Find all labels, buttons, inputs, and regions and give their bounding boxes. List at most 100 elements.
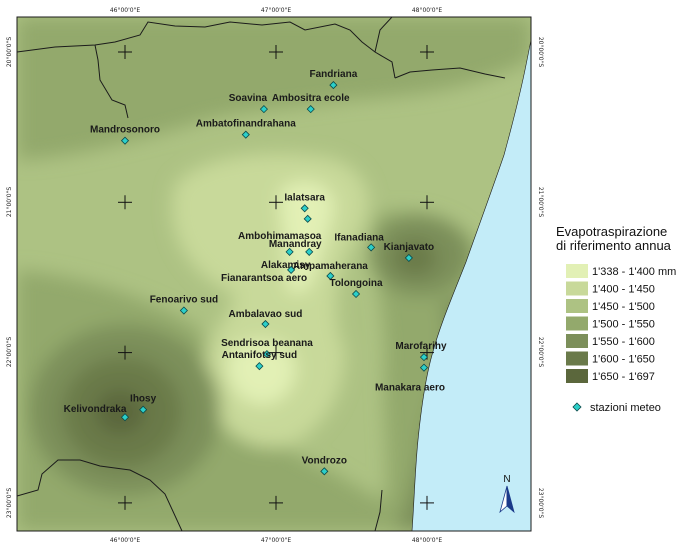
station-label: Vondrozo xyxy=(302,455,347,466)
station-icon xyxy=(285,247,294,256)
left-tick-23: 23°00'0"S xyxy=(6,488,13,518)
station-label: Antanifotsy sud xyxy=(222,350,298,361)
station: Tolongoina xyxy=(329,278,383,299)
station-label: Kelivondraka xyxy=(64,404,127,415)
station-icon xyxy=(241,130,250,139)
border-northwest xyxy=(94,44,129,119)
station-icon xyxy=(367,243,376,252)
station: Ifanadiana xyxy=(334,232,384,252)
station: Ambohimamasoa xyxy=(238,214,322,242)
left-tick-22: 22°00'0"S xyxy=(6,337,13,367)
right-tick-23: 23°00'0"S xyxy=(537,488,544,518)
station-icon xyxy=(120,413,130,422)
station: Fenoarivo sud xyxy=(150,295,218,315)
legend-class-label: 1'400 - 1'450 xyxy=(592,284,655,296)
axis-ticks: 46°00'0"E 47°00'0"E 48°00'0"E 46°00'0"E … xyxy=(6,7,544,544)
legend-items: 1'338 - 1'400 mm 1'400 - 1'450 1'450 - 1'5… xyxy=(566,264,676,383)
station: Antanifotsy sud xyxy=(222,350,298,371)
station-label: Ihosy xyxy=(130,394,157,405)
border-south xyxy=(17,459,183,531)
top-tick-46: 46°00'0"E xyxy=(110,7,140,14)
map-frame xyxy=(17,17,531,531)
legend-title-line2: di riferimento annua xyxy=(556,238,672,253)
station-icon xyxy=(404,253,413,262)
station-icon xyxy=(261,319,270,329)
admin-borders xyxy=(17,17,506,531)
zone-1338-1400-south xyxy=(226,340,296,405)
station: Manakara aero xyxy=(375,363,445,394)
legend-swatch xyxy=(566,316,588,331)
station-label: Alakamisy xyxy=(261,260,311,271)
legend-stations-label: stazioni meteo xyxy=(590,402,661,414)
station-label: Ifanadiana xyxy=(334,232,384,243)
station-label: Manakara aero xyxy=(375,383,445,394)
station: Ambalavao sud xyxy=(228,309,302,329)
border-northeast xyxy=(374,17,506,79)
station: Ihosy xyxy=(130,394,157,414)
right-tick-22: 22°00'0"S xyxy=(537,337,544,367)
station-icon xyxy=(300,204,309,213)
left-tick-21: 21°00'0"S xyxy=(6,187,13,217)
zone-1600-1650-east xyxy=(393,240,437,276)
legend-swatch xyxy=(566,299,588,313)
station: Kianjavato xyxy=(384,242,434,262)
graticule xyxy=(118,45,434,510)
station-label: Ambohimamasoa xyxy=(238,231,322,242)
station: Sendrisoa beanana xyxy=(221,338,313,359)
station-icon xyxy=(259,105,268,114)
station-icon xyxy=(306,105,315,114)
legend-swatch xyxy=(566,351,588,366)
station-icon xyxy=(305,247,314,256)
station: Ampamaherana xyxy=(293,261,368,281)
legend-station-entry: stazioni meteo xyxy=(572,402,661,414)
station-label: Ialatsara xyxy=(284,192,325,203)
station: Alakamisy xyxy=(261,247,311,271)
station-icon xyxy=(329,81,338,90)
bottom-tick-48: 48°00'0"E xyxy=(412,537,442,544)
legend-swatch xyxy=(566,281,588,296)
station-label: Marofarihy xyxy=(395,341,447,352)
top-tick-47: 47°00'0"E xyxy=(261,7,291,14)
station: Soavina xyxy=(229,93,268,114)
north-arrow-icon-half xyxy=(506,485,515,514)
station-icon xyxy=(262,350,272,359)
legend: Evapotraspirazione di riferimento annua … xyxy=(556,224,676,414)
station: Fianarantsoa aero xyxy=(221,265,307,284)
bottom-tick-46: 46°00'0"E xyxy=(110,537,140,544)
legend-class-label: 1'650 - 1'697 xyxy=(592,371,655,383)
top-tick-48: 48°00'0"E xyxy=(412,7,442,14)
station: Mandrosonoro xyxy=(90,125,160,145)
station-label: Sendrisoa beanana xyxy=(221,338,313,349)
station-label: Fandriana xyxy=(309,69,357,80)
station: Marofarihy xyxy=(395,341,447,362)
station-label: Ampamaherana xyxy=(293,261,368,272)
bottom-tick-47: 47°00'0"E xyxy=(261,537,291,544)
right-tick-20: 20°00'0"S xyxy=(537,37,544,67)
station-icon xyxy=(120,136,130,145)
station: Fandriana xyxy=(309,69,358,90)
station-label: Manandray xyxy=(269,239,322,250)
station-label: Tolongoina xyxy=(329,278,383,289)
station-label: Ambalavao sud xyxy=(228,309,302,320)
sea xyxy=(411,17,531,531)
legend-class-label: 1'450 - 1'500 xyxy=(592,301,655,313)
station-icon xyxy=(351,289,361,299)
station-label: Soavina xyxy=(229,93,268,104)
station-icon xyxy=(179,306,188,315)
station: Ialatsara xyxy=(284,192,325,213)
legend-station-icon xyxy=(572,402,582,412)
map-frame-border xyxy=(16,16,532,532)
station-icon xyxy=(326,271,335,281)
border-southeast xyxy=(374,489,383,531)
station-label: Fenoarivo sud xyxy=(150,295,218,306)
station: Manandray xyxy=(269,239,322,256)
zone-1500-1550-north xyxy=(17,17,531,160)
station-label: Ambositra ecole xyxy=(272,93,350,104)
zones xyxy=(17,17,531,531)
border-north xyxy=(17,21,396,79)
stations-layer: Fandriana Soavina Ambositra ecole Ambatofin… xyxy=(64,69,447,476)
station-icon xyxy=(320,467,329,476)
station-label: Fianarantsoa aero xyxy=(221,273,307,284)
legend-class-label: 1'600 - 1'650 xyxy=(592,354,655,366)
